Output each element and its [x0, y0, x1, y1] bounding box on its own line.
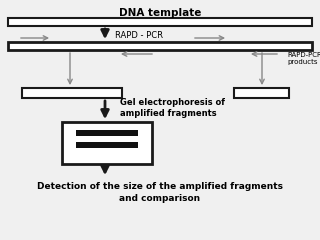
- Bar: [62, 122, 152, 164]
- Bar: [234, 88, 289, 98]
- Bar: [8, 42, 312, 50]
- Text: RAPD - PCR: RAPD - PCR: [115, 30, 163, 40]
- Text: Detection of the size of the amplified fragments
and comparison: Detection of the size of the amplified f…: [37, 182, 283, 203]
- Text: Gel electrophoresis of
amplified fragments: Gel electrophoresis of amplified fragmen…: [120, 98, 225, 118]
- Bar: [76, 130, 138, 136]
- Text: RAPD-PCR
products: RAPD-PCR products: [287, 52, 320, 65]
- Bar: [76, 142, 138, 148]
- Bar: [8, 18, 312, 26]
- Bar: [22, 88, 122, 98]
- Text: DNA template: DNA template: [119, 8, 201, 18]
